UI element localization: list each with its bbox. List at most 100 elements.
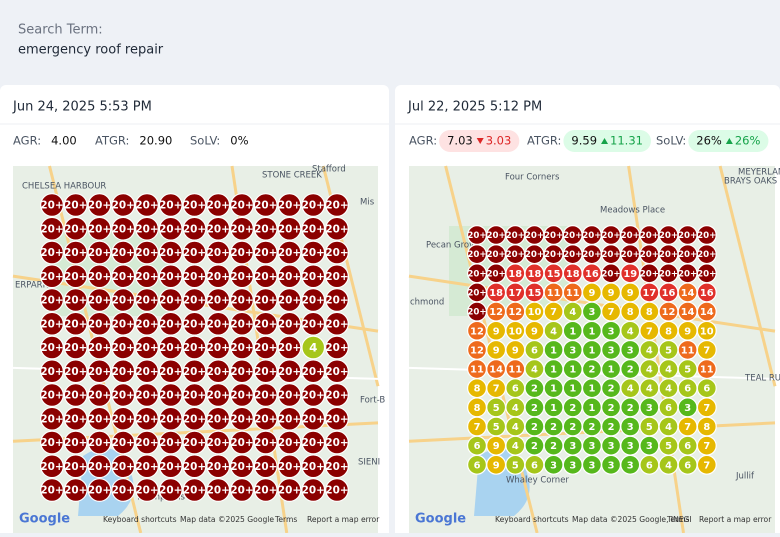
rank-label: 2: [531, 441, 538, 452]
rank-label: 20+: [544, 231, 563, 241]
rank-pin: [253, 406, 278, 431]
rank-pin: [206, 478, 231, 502]
rank-label: 20+: [302, 223, 325, 235]
rank-pin: [111, 406, 136, 431]
rank-pin: [87, 311, 112, 336]
rank-label: 1: [550, 384, 557, 395]
rank-label: 20+: [40, 437, 63, 449]
rank-pin: [135, 430, 159, 455]
map-footer: Terms: [274, 515, 297, 524]
rank-label: 4: [569, 307, 576, 318]
rank-label: 6: [474, 460, 481, 471]
rank-label: 3: [569, 345, 576, 356]
rank-pin: [230, 383, 254, 407]
rank-label: 20+: [640, 269, 659, 279]
rank-label: 20+: [544, 250, 563, 260]
rank-label: 20+: [183, 485, 206, 497]
rank-label: 20+: [135, 318, 158, 330]
rank-label: 20+: [302, 318, 325, 330]
rank-label: 20+: [183, 271, 206, 283]
rank-label: 11: [700, 365, 714, 376]
rank-label: 20+: [112, 271, 135, 283]
rank-label: 20+: [159, 461, 182, 473]
metric-value: 0%: [230, 134, 248, 148]
rank-label: 20+: [183, 342, 206, 354]
rank-label: 2: [550, 441, 557, 452]
rank-pin: [325, 216, 349, 241]
rank-label: 20+: [697, 250, 716, 260]
rank-label: 20+: [621, 231, 640, 241]
rank-label: 20+: [254, 437, 277, 449]
rank-label: 20+: [230, 366, 253, 378]
rank-label: 20+: [40, 200, 63, 212]
change-arrow: [601, 138, 609, 144]
rank-label: 20+: [112, 413, 135, 425]
rank-label: 20+: [302, 461, 325, 473]
rank-pin: [158, 264, 183, 289]
rank-label: 20+: [112, 200, 135, 212]
rank-label: 4: [646, 345, 653, 356]
rank-pin: [182, 383, 207, 407]
rank-label: 12: [508, 307, 522, 318]
rank-label: 20+: [159, 247, 182, 259]
map-label: CHELSEA HARBOUR: [22, 182, 106, 192]
rank-label: 20+: [325, 437, 348, 449]
rank-label: 20+: [278, 413, 301, 425]
metric-name: ATGR:: [95, 134, 129, 148]
rank-pin: [87, 240, 112, 265]
rank-pin: [182, 240, 207, 265]
rank-label: 1: [550, 403, 557, 414]
rank-label: 20+: [278, 485, 301, 497]
rank-pin: [325, 359, 349, 384]
rank-label: 20+: [254, 342, 277, 354]
rank-pin: [277, 478, 302, 502]
rank-label: 20+: [621, 250, 640, 260]
rank-pin: [40, 335, 64, 360]
rank-label: 20+: [183, 437, 206, 449]
rank-label: 7: [550, 307, 557, 318]
rank-label: 20+: [563, 231, 582, 241]
rank-label: 20+: [278, 437, 301, 449]
rank-pin: [301, 193, 326, 217]
rank-label: 12: [470, 326, 484, 337]
rank-label: 7: [493, 384, 500, 395]
rank-label: 20+: [40, 342, 63, 354]
rank-label: 20+: [183, 413, 206, 425]
rank-label: 20+: [207, 390, 230, 402]
rank-label: 20+: [112, 342, 135, 354]
rank-label: 1: [608, 365, 615, 376]
rank-pin: [40, 288, 64, 312]
rank-label: 20+: [135, 366, 158, 378]
rank-label: 3: [569, 441, 576, 452]
rank-label: 20+: [254, 485, 277, 497]
rank-label: 20+: [506, 231, 525, 241]
report-date: Jun 24, 2025 5:53 PM: [12, 100, 152, 115]
rank-label: 20+: [302, 271, 325, 283]
metric-value: 9.59: [571, 134, 597, 148]
rank-pin: [325, 288, 349, 312]
rank-pin: [158, 478, 183, 502]
rank-label: 20+: [40, 223, 63, 235]
rank-label: 20+: [278, 461, 301, 473]
rank-pin: [135, 478, 159, 502]
rank-pin: [230, 359, 254, 384]
rank-label: 1: [569, 326, 576, 337]
rank-label: 5: [512, 460, 519, 471]
rank-pin: [40, 383, 64, 407]
rank-label: 6: [512, 384, 519, 395]
rank-label: 20+: [325, 318, 348, 330]
rank-pin: [158, 359, 183, 384]
rank-pin: [40, 406, 64, 431]
rank-label: 20+: [112, 461, 135, 473]
rank-pin: [63, 383, 88, 407]
rank-pin: [230, 478, 254, 502]
rank-pin: [87, 288, 112, 312]
rank-pin: [111, 454, 136, 479]
rank-label: 20+: [135, 390, 158, 402]
rank-label: 3: [646, 441, 653, 452]
rank-pin: [182, 406, 207, 431]
map-label: Jullif: [735, 472, 755, 482]
rank-label: 4: [665, 422, 672, 433]
rank-pin: [301, 454, 326, 479]
rank-label: 6: [665, 403, 672, 414]
